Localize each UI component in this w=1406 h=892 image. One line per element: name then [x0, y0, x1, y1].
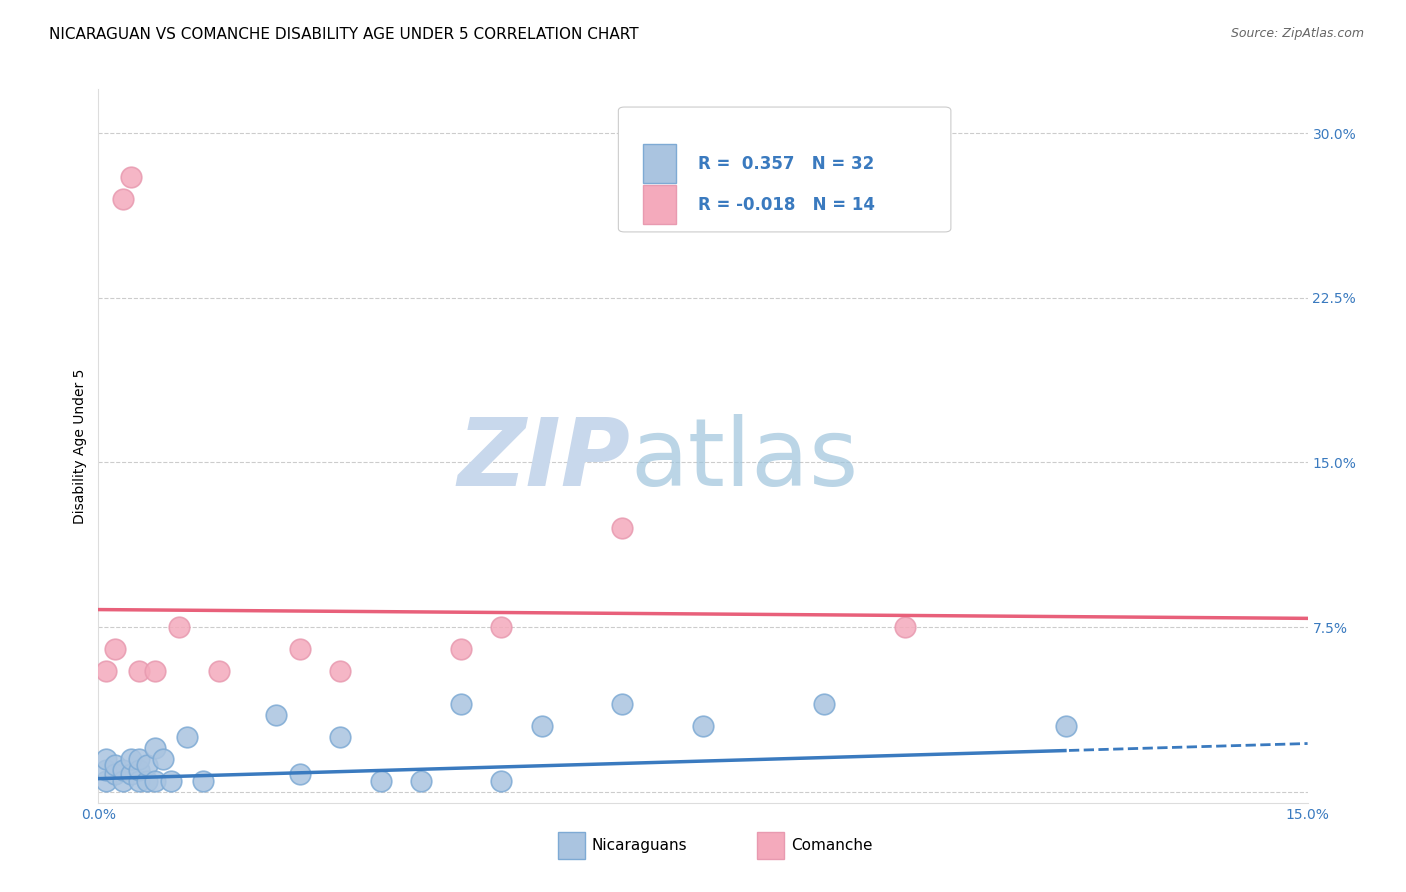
Point [143, 664, 166, 678]
Point [128, 664, 150, 678]
Point [103, 642, 125, 657]
FancyBboxPatch shape [619, 107, 950, 232]
Point [491, 773, 513, 788]
Point [288, 767, 311, 781]
Point [208, 664, 231, 678]
Point [96, 664, 118, 678]
Point [1054, 719, 1077, 733]
Point [120, 752, 142, 766]
Point [128, 763, 150, 777]
Point [120, 767, 142, 781]
Point [120, 169, 142, 184]
Point [370, 773, 392, 788]
Point [409, 773, 432, 788]
Point [813, 697, 835, 711]
Point [111, 763, 134, 777]
Point [152, 752, 174, 766]
Point [135, 773, 157, 788]
Bar [643, 144, 676, 183]
Point [111, 773, 134, 788]
Bar [758, 832, 785, 859]
Point [329, 730, 352, 744]
Point [160, 773, 183, 788]
Point [96, 773, 118, 788]
Point [329, 664, 352, 678]
Text: Nicaraguans: Nicaraguans [592, 838, 688, 853]
Point [167, 620, 190, 634]
Point [128, 773, 150, 788]
Point [176, 730, 198, 744]
Bar [558, 832, 585, 859]
Text: NICARAGUAN VS COMANCHE DISABILITY AGE UNDER 5 CORRELATION CHART: NICARAGUAN VS COMANCHE DISABILITY AGE UN… [49, 27, 638, 42]
Text: R = -0.018   N = 14: R = -0.018 N = 14 [699, 196, 875, 214]
Point [612, 521, 634, 535]
Point [450, 697, 472, 711]
Point [96, 752, 118, 766]
Point [450, 642, 472, 657]
Point [103, 767, 125, 781]
Text: atlas: atlas [630, 414, 859, 507]
Point [193, 773, 215, 788]
Point [692, 719, 714, 733]
Point [893, 620, 915, 634]
Bar [643, 186, 676, 225]
Text: Source: ZipAtlas.com: Source: ZipAtlas.com [1230, 27, 1364, 40]
Point [135, 758, 157, 772]
Point [111, 192, 134, 206]
Point [128, 752, 150, 766]
Point [288, 642, 311, 657]
Text: R =  0.357   N = 32: R = 0.357 N = 32 [699, 154, 875, 172]
Point [612, 697, 634, 711]
Text: Comanche: Comanche [792, 838, 873, 853]
Point [143, 740, 166, 755]
Y-axis label: Disability Age Under 5: Disability Age Under 5 [73, 368, 87, 524]
Point [491, 620, 513, 634]
Point [96, 763, 118, 777]
Text: ZIP: ZIP [457, 414, 630, 507]
Point [530, 719, 553, 733]
Point [264, 708, 287, 723]
Point [143, 773, 166, 788]
Point [103, 758, 125, 772]
